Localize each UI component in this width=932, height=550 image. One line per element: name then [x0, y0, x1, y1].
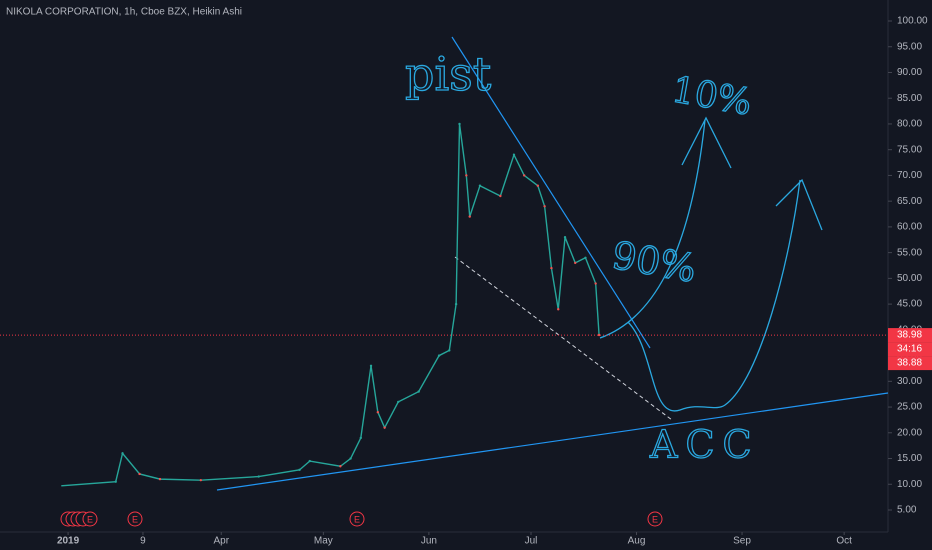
price-point: [458, 122, 461, 126]
price-point: [499, 194, 502, 198]
price-point: [536, 184, 540, 187]
x-tick-label: Aug: [628, 536, 646, 547]
price-point: [465, 174, 468, 177]
price-point: [369, 364, 373, 368]
price-point: [376, 411, 380, 414]
price-point: [597, 333, 601, 337]
price-label-box: [888, 356, 932, 371]
countdown-box: [888, 342, 932, 357]
y-tick-label: 5.00: [897, 505, 917, 516]
event-marker: [127, 511, 143, 527]
x-tick-label: Jul: [525, 536, 538, 547]
price-label-box: [888, 328, 932, 343]
price-point: [478, 184, 482, 187]
x-tick-label: Sep: [733, 536, 751, 547]
price-point: [397, 400, 400, 404]
prev-price-label: 38.88: [897, 358, 922, 369]
event-marker: [349, 511, 365, 527]
price-point: [437, 354, 441, 357]
y-tick-label: 70.00: [897, 170, 922, 181]
support-line: [216, 392, 889, 491]
y-tick-label: 85.00: [897, 93, 922, 104]
price-point: [349, 457, 352, 460]
y-tick-label: 45.00: [897, 299, 922, 310]
price-point: [594, 282, 597, 285]
price-point: [550, 266, 553, 270]
y-tick-label: 60.00: [897, 222, 922, 233]
y-tick-label: 80.00: [897, 119, 922, 130]
price-point: [199, 478, 203, 482]
event-marker: [82, 511, 98, 527]
y-tick-label: 30.00: [897, 376, 922, 387]
annotation: ACC: [649, 423, 760, 467]
event-label: E: [652, 514, 658, 524]
price-point: [557, 308, 560, 311]
countdown-label: 34:16: [897, 344, 922, 355]
y-tick-label: 55.00: [897, 247, 922, 258]
event-label: E: [87, 514, 93, 524]
x-tick-label: 9: [140, 536, 146, 547]
y-tick-label: 100.00: [897, 16, 928, 27]
annotation: pist: [405, 47, 492, 101]
price-point: [417, 390, 420, 393]
price-point: [454, 302, 458, 306]
event-markers: [60, 511, 663, 527]
event-marker: [647, 511, 663, 527]
x-tick-label: Oct: [836, 536, 852, 547]
price-point: [257, 475, 260, 478]
y-tick-label: 10.00: [897, 479, 922, 490]
price-point: [584, 256, 587, 259]
y-tick-label: 15.00: [897, 453, 922, 464]
event-label: E: [132, 514, 138, 524]
price-point: [339, 465, 342, 468]
price-line: [61, 123, 600, 487]
price-point: [138, 472, 141, 476]
price-point: [158, 477, 162, 481]
last-price-label: 38.98: [897, 330, 922, 341]
x-tick-label: May: [314, 536, 333, 547]
y-tick-label: 50.00: [897, 273, 922, 284]
price-point: [359, 436, 363, 440]
event-label: E: [354, 514, 360, 524]
price-point: [574, 261, 577, 265]
price-point: [121, 452, 124, 455]
y-tick-label: 25.00: [897, 402, 922, 413]
price-point: [512, 153, 516, 157]
price-point: [298, 468, 301, 472]
price-point: [563, 235, 567, 239]
y-tick-label: 75.00: [897, 144, 922, 155]
y-tick-label: 90.00: [897, 67, 922, 78]
x-tick-label: 2019: [57, 536, 80, 547]
price-point: [308, 459, 311, 463]
price-point: [114, 480, 117, 483]
y-tick-label: 65.00: [897, 196, 922, 207]
trendline: [451, 36, 651, 349]
dashed-line: [454, 256, 673, 421]
price-point: [448, 349, 451, 352]
arrow-drawing: [627, 178, 823, 412]
y-tick-label: 20.00: [897, 427, 922, 438]
chart-title: NIKOLA CORPORATION, 1h, Cboe BZX, Heikin…: [6, 7, 242, 18]
price-point: [383, 426, 386, 429]
price-point: [468, 215, 471, 218]
y-tick-label: 95.00: [897, 41, 922, 52]
price-point: [543, 205, 546, 208]
arrow-drawing: [599, 116, 732, 339]
x-tick-label: Jun: [421, 536, 437, 547]
price-point: [522, 174, 526, 177]
x-tick-label: Apr: [213, 536, 229, 547]
